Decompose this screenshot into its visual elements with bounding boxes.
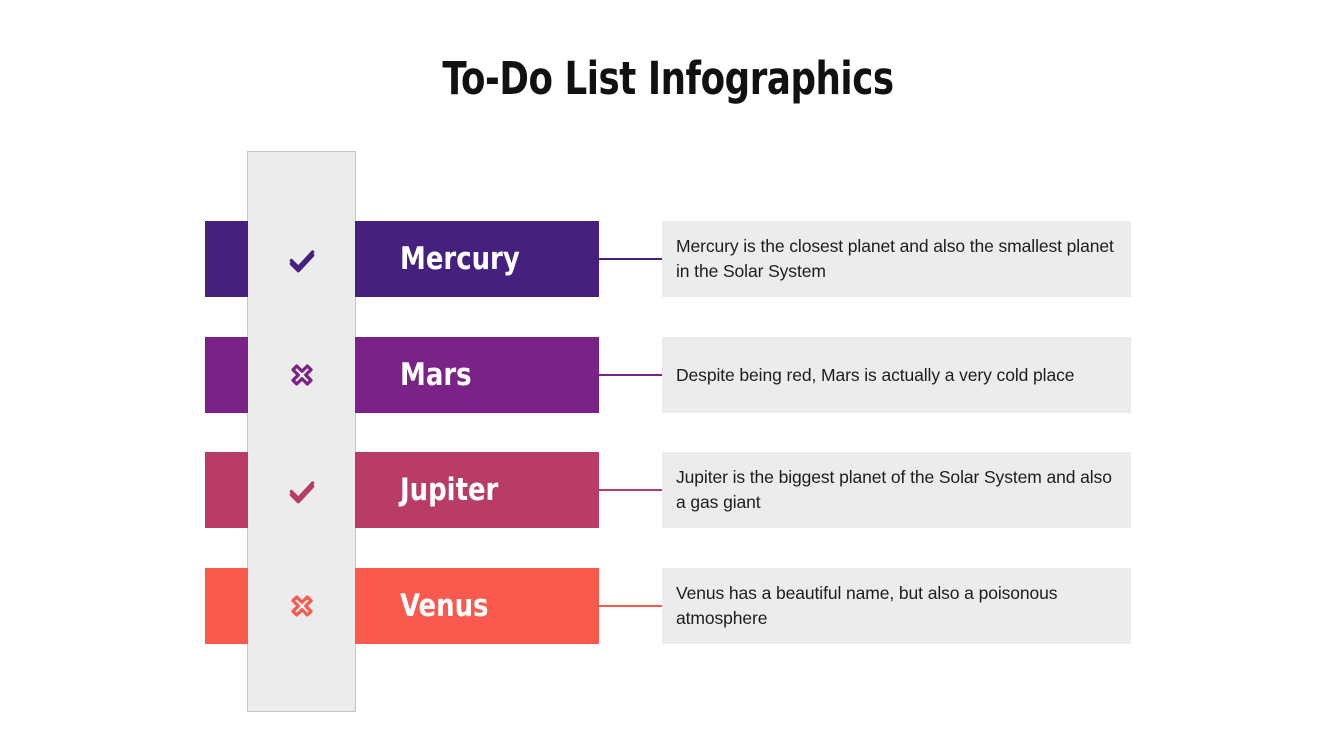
- task-label: Mercury: [400, 241, 520, 277]
- task-label: Mars: [400, 357, 472, 393]
- check-icon[interactable]: [248, 452, 355, 528]
- cross-icon[interactable]: [248, 568, 355, 644]
- status-cell-background: [248, 568, 355, 644]
- todo-row[interactable]: Mercury Mercury is the closest planet an…: [0, 221, 1336, 297]
- connector-line: [599, 258, 663, 260]
- cross-icon[interactable]: [248, 337, 355, 413]
- page-title: To-Do List Infographics: [442, 52, 894, 105]
- check-icon[interactable]: [248, 221, 355, 297]
- todo-row[interactable]: Mars Despite being red, Mars is actually…: [0, 337, 1336, 413]
- status-cell-background: [248, 221, 355, 297]
- description-box: Despite being red, Mars is actually a ve…: [662, 337, 1131, 413]
- todo-row[interactable]: Venus Venus has a beautiful name, but al…: [0, 568, 1336, 644]
- status-cell-background: [248, 337, 355, 413]
- description-box: Mercury is the closest planet and also t…: [662, 221, 1131, 297]
- task-label: Venus: [400, 588, 489, 624]
- description-text: Mercury is the closest planet and also t…: [676, 236, 1114, 281]
- connector-line: [599, 605, 663, 607]
- description-box: Jupiter is the biggest planet of the Sol…: [662, 452, 1131, 528]
- connector-line: [599, 374, 663, 376]
- status-cell-background: [248, 452, 355, 528]
- task-label: Jupiter: [400, 472, 499, 508]
- connector-line: [599, 489, 663, 491]
- description-text: Despite being red, Mars is actually a ve…: [676, 364, 1075, 385]
- description-box: Venus has a beautiful name, but also a p…: [662, 568, 1131, 644]
- todo-row[interactable]: Jupiter Jupiter is the biggest planet of…: [0, 452, 1336, 528]
- description-text: Jupiter is the biggest planet of the Sol…: [676, 467, 1112, 512]
- description-text: Venus has a beautiful name, but also a p…: [676, 583, 1058, 628]
